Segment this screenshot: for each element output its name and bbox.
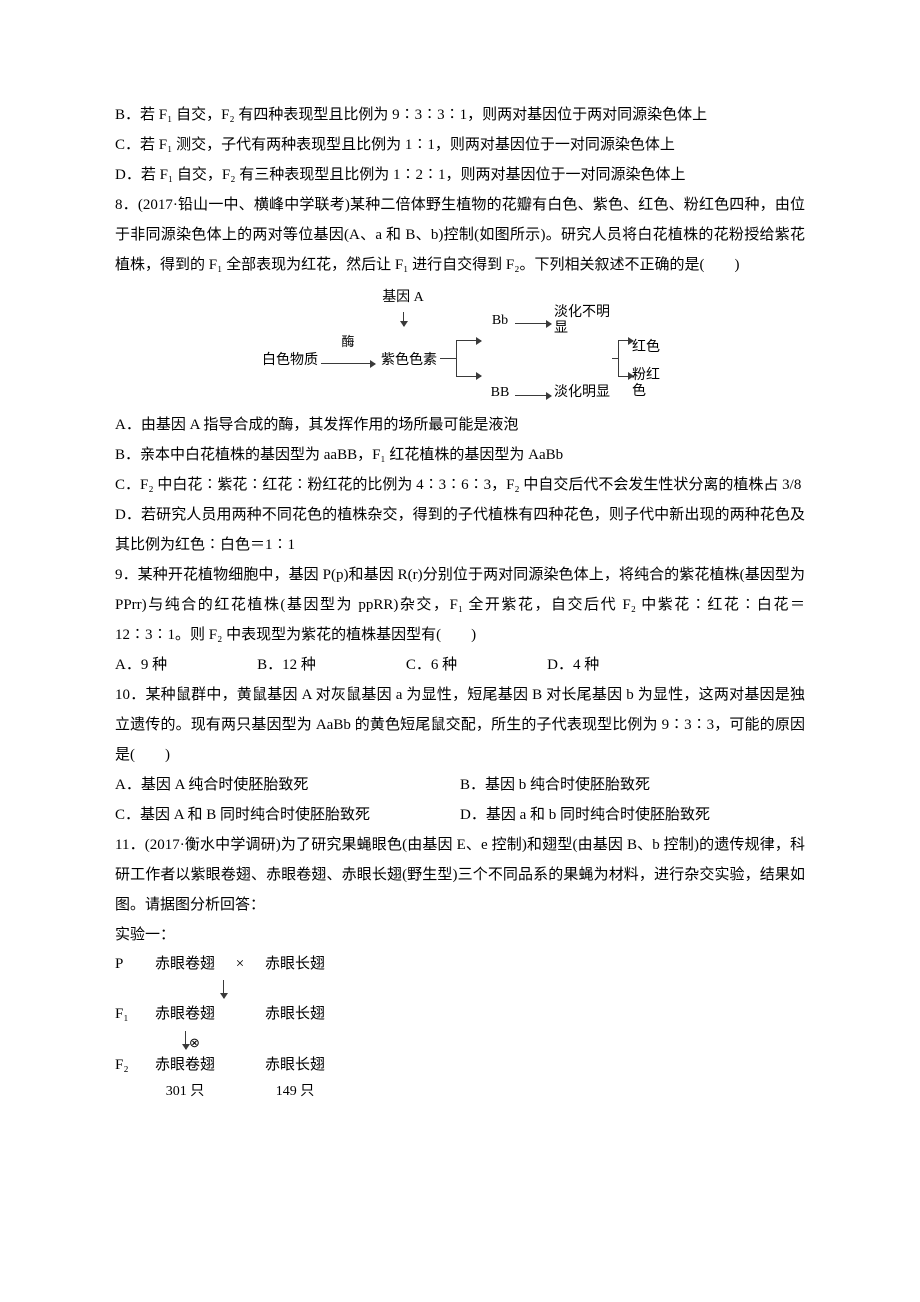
- diagram-bb-hom: BB: [488, 385, 512, 400]
- cross-n1: 301 只: [145, 1079, 225, 1106]
- q10-options-row1: A．基因 A 纯合时使胚胎致死 B．基因 b 纯合时使胚胎致死: [115, 770, 805, 800]
- q11-stem: 11．(2017·衡水中学调研)为了研究果蝇眼色(由基因 E、e 控制)和翅型(…: [115, 830, 805, 920]
- q10-option-c: C．基因 A 和 B 同时纯合时使胚胎致死: [115, 800, 460, 830]
- q8-option-c: C．F₂ 中白花∶紫花∶红花∶粉红花的比例为 4∶3∶6∶3，F₂ 中自交后代不…: [115, 470, 805, 500]
- q8-option-b: B．亲本中白花植株的基因型为 aaBB，F₁ 红花植株的基因型为 AaBb: [115, 440, 805, 470]
- q10-options-row2: C．基因 A 和 B 同时纯合时使胚胎致死 D．基因 a 和 b 同时纯合时使胚…: [115, 800, 805, 830]
- fork-icon: [612, 336, 632, 380]
- self-cross-icon: ⊗: [189, 1031, 200, 1056]
- arrow-right-icon: [515, 395, 551, 396]
- arrow-down-icon: [223, 980, 224, 998]
- cross-f1-label: F₁: [115, 1000, 145, 1029]
- cross-p-label: P: [115, 950, 145, 979]
- arrow-right-icon: [515, 323, 551, 324]
- diagram-purple: 紫色色素: [378, 353, 440, 368]
- arrow-right-icon: [321, 363, 375, 364]
- q9-options: A．9 种 B．12 种 C．6 种 D．4 种: [115, 650, 805, 680]
- diagram-white: 白色物质: [250, 353, 318, 368]
- fork-icon: [440, 336, 480, 380]
- cross-f1-left: 赤眼卷翅: [145, 1000, 225, 1029]
- q11-cross-diagram: P 赤眼卷翅 × 赤眼长翅 F₁ 赤眼卷翅 赤眼长翅 ⊗ F₂ 赤眼卷翅 赤眼长…: [115, 950, 805, 1106]
- q10-stem: 10．某种鼠群中，黄鼠基因 A 对灰鼠基因 a 为显性，短尾基因 B 对长尾基因…: [115, 680, 805, 770]
- diagram-note-clear: 淡化明显: [554, 385, 620, 400]
- cross-x-icon: ×: [225, 950, 255, 979]
- q10-option-a: A．基因 A 纯合时使胚胎致死: [115, 770, 460, 800]
- q7-option-d: D．若 F₁ 自交，F₂ 有三种表现型且比例为 1∶2∶1，则两对基因位于一对同…: [115, 160, 805, 190]
- cross-f2-right: 赤眼长翅: [255, 1051, 335, 1080]
- q9-option-a: A．9 种: [115, 650, 167, 680]
- q9-option-c: C．6 种: [406, 650, 457, 680]
- q9-option-d: D．4 种: [547, 650, 599, 680]
- q11-exp-label: 实验一：: [115, 920, 805, 950]
- diagram-bb-het: Bb: [488, 313, 512, 328]
- q8-option-a: A．由基因 A 指导合成的酶，其发挥作用的场所最可能是液泡: [115, 410, 805, 440]
- q7-option-b: B．若 F₁ 自交，F₂ 有四种表现型且比例为 9∶3∶3∶1，则两对基因位于两…: [115, 100, 805, 130]
- cross-f1-right: 赤眼长翅: [255, 1000, 335, 1029]
- q9-option-b: B．12 种: [257, 650, 316, 680]
- q8-stem: 8．(2017·铅山一中、横峰中学联考)某种二倍体野生植物的花瓣有白色、紫色、红…: [115, 190, 805, 280]
- cross-f2-left: 赤眼卷翅: [145, 1051, 225, 1080]
- diagram-red: 红色: [632, 340, 660, 355]
- arrow-down-icon: ⊗: [185, 1031, 186, 1049]
- diagram-enzyme: 酶: [318, 335, 378, 349]
- q9-stem: 9．某种开花植物细胞中，基因 P(p)和基因 R(r)分别位于两对同源染色体上，…: [115, 560, 805, 650]
- diagram-pink: 粉红色: [632, 368, 670, 399]
- q8-diagram: 基因 A Bb 淡化不明显 白色物质 酶 紫色色素: [250, 290, 670, 400]
- cross-n2: 149 只: [255, 1079, 335, 1106]
- cross-p-left: 赤眼卷翅: [145, 950, 225, 979]
- q8-option-d: D．若研究人员用两种不同花色的植株杂交，得到的子代植株有四种花色，则子代中新出现…: [115, 500, 805, 560]
- diagram-gene-a: 基因 A: [378, 290, 428, 305]
- cross-f2-label: F₂: [115, 1051, 145, 1080]
- cross-p-right: 赤眼长翅: [255, 950, 335, 979]
- arrow-down-icon: [403, 312, 404, 326]
- q7-option-c: C．若 F₁ 测交，子代有两种表现型且比例为 1∶1，则两对基因位于一对同源染色…: [115, 130, 805, 160]
- diagram-note-faint: 淡化不明显: [554, 305, 620, 336]
- q10-option-d: D．基因 a 和 b 同时纯合时使胚胎致死: [460, 800, 710, 830]
- q10-option-b: B．基因 b 纯合时使胚胎致死: [460, 770, 650, 800]
- page: B．若 F₁ 自交，F₂ 有四种表现型且比例为 9∶3∶3∶1，则两对基因位于两…: [0, 0, 920, 1302]
